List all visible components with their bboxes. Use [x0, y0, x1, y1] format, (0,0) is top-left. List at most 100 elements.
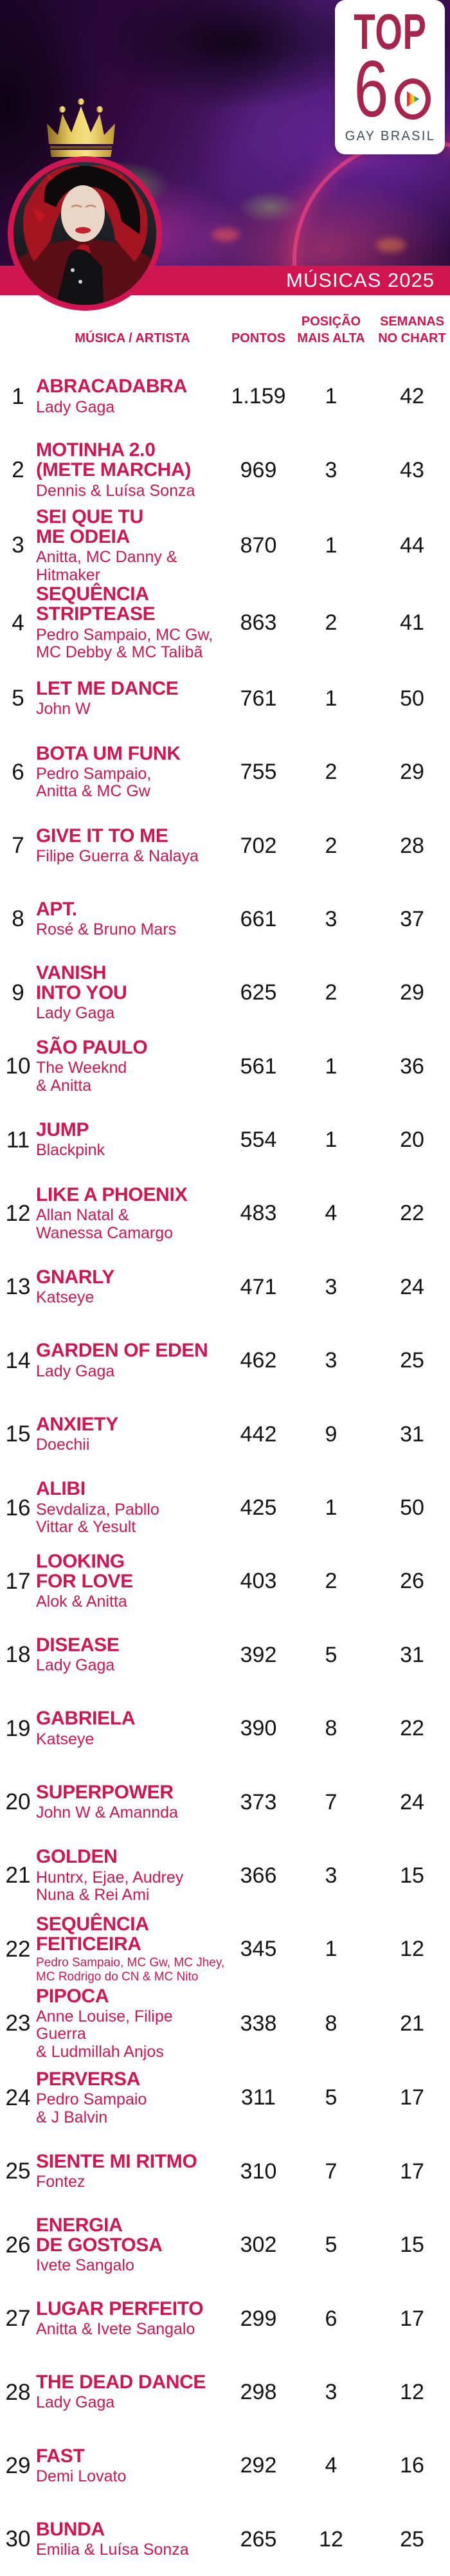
- table-row: 17 LOOKING FOR LOVE Alok & Anitta 403 2 26: [0, 1544, 450, 1618]
- weeks-on-chart: 22: [400, 1716, 424, 1741]
- song-title-line: BUNDA: [36, 2518, 105, 2540]
- weeks-on-chart: 36: [400, 1054, 424, 1079]
- weeks-on-chart: 28: [400, 833, 424, 858]
- song-title-line: FAST: [36, 2445, 85, 2467]
- points-value: 442: [240, 1421, 277, 1447]
- song-cell: PIPOCA Anne Louise, Filipe Guerra & Ludmil…: [36, 1986, 229, 2061]
- song-title-line: ALIBI: [36, 1478, 86, 1500]
- weeks-on-chart: 12: [400, 1937, 424, 1962]
- song-cell: FAST Demi Lovato: [36, 2445, 229, 2486]
- rank-number: 23: [5, 2011, 31, 2036]
- peak-position: 9: [325, 1421, 338, 1447]
- rank-number: 9: [12, 980, 24, 1005]
- rank-number: 6: [12, 759, 24, 785]
- banner-title: MÚSICAS 2025: [286, 269, 435, 291]
- artist-line: Doechii: [36, 1435, 90, 1454]
- artist-photo: [8, 156, 162, 311]
- points-value: 661: [240, 906, 277, 931]
- artist-name: Dennis & Luísa Sonza: [36, 482, 226, 500]
- weeks-on-chart: 31: [400, 1642, 424, 1667]
- song-artist-header: MÚSICA / ARTISTA: [75, 331, 190, 345]
- points-value: 969: [240, 457, 277, 482]
- logo-number-60: 6: [349, 50, 431, 129]
- artist-line: Anitta, MC Danny &: [36, 548, 177, 567]
- artist-line: John W: [36, 700, 91, 718]
- weeks-on-chart: 29: [400, 980, 424, 1005]
- song-title-line: GIVE IT TO ME: [36, 825, 168, 846]
- rank-number: 18: [5, 1642, 31, 1668]
- peak-position: 3: [325, 1863, 338, 1888]
- artist-name: Anitta, MC Danny & Hitmaker: [36, 549, 226, 584]
- song-title-line: GOLDEN: [36, 1846, 118, 1868]
- peak-position-header: POSIÇÃO MAIS ALTA: [297, 315, 365, 345]
- points-header: PONTOS: [231, 331, 286, 345]
- song-cell: BUNDA Emilia & Luísa Sonza: [36, 2519, 229, 2559]
- song-title-line: GABRIELA: [36, 1708, 136, 1730]
- weeks-on-chart: 22: [400, 1201, 424, 1226]
- song-title-line: ANXIETY: [36, 1413, 118, 1435]
- peak-position: 2: [325, 610, 338, 635]
- song-title: PERVERSA: [36, 2069, 226, 2089]
- table-row: 14 GARDEN OF EDEN Lady Gaga 462 3 25: [0, 1324, 450, 1397]
- artist-line: Anne Louise, Filipe Guerra: [36, 2007, 173, 2043]
- points-value: 373: [240, 1789, 277, 1814]
- artist-line: Huntrx, Ejae, Audrey: [36, 1868, 184, 1886]
- points-value: 338: [240, 2011, 277, 2036]
- song-title: THE DEAD DANCE: [36, 2372, 226, 2392]
- artist-name: Doechii: [36, 1436, 226, 1454]
- table-row: 11 JUMP Blackpink 554 1 20: [0, 1103, 450, 1176]
- artist-line: Anitta & Ivete Sangalo: [36, 2319, 195, 2338]
- peak-position: 5: [325, 1642, 338, 1667]
- table-row: 18 DISEASE Lady Gaga 392 5 31: [0, 1618, 450, 1692]
- song-cell: GABRIELA Katseye: [36, 1708, 229, 1748]
- artist-name: Katseye: [36, 1289, 226, 1307]
- artist-line: Pedro Sampaio, MC Gw, MC Jhey,: [36, 1956, 225, 1970]
- rank-number: 13: [5, 1274, 31, 1300]
- points-value: 302: [240, 2233, 277, 2258]
- song-cell: ABRACADABRA Lady Gaga: [36, 376, 229, 416]
- song-cell: ANXIETY Doechii: [36, 1414, 229, 1454]
- rank-number: 21: [5, 1863, 31, 1888]
- song-title: LUGAR PERFEITO: [36, 2299, 226, 2319]
- points-value: 265: [240, 2526, 277, 2552]
- peak-position: 3: [325, 2380, 338, 2404]
- song-title-line: FOR LOVE: [36, 1571, 133, 1593]
- song-cell: SEQUÊNCIA STRIPTEASE Pedro Sampaio, MC Gw,…: [36, 584, 229, 661]
- neon-glow: [212, 228, 239, 241]
- peak-position: 2: [325, 760, 338, 785]
- song-cell: MOTINHA 2.0 (METE MARCHA) Dennis & Luísa S…: [36, 440, 229, 500]
- song-title-line: SUPERPOWER: [36, 1781, 174, 1803]
- song-title-line: LIKE A PHOENIX: [36, 1183, 188, 1205]
- peak-position: 7: [325, 2159, 338, 2184]
- table-row: 26 ENERGIA DE GOSTOSA Ivete Sangalo 302 5 15: [0, 2208, 450, 2281]
- artist-line: Vittar & Yesult: [36, 1518, 136, 1537]
- song-title-line: SEQUÊNCIA: [36, 1913, 149, 1935]
- table-row: 8 APT. Rosé & Bruno Mars 661 3 37: [0, 882, 450, 956]
- artist-line: MC Debby & MC Talibã: [36, 643, 203, 662]
- points-value: 299: [240, 2306, 277, 2331]
- artist-line: Lady Gaga: [36, 1656, 115, 1675]
- weeks-on-chart: 50: [400, 1495, 424, 1521]
- song-title: ABRACADABRA: [36, 376, 226, 396]
- rank-number: 16: [5, 1495, 31, 1521]
- song-title: GNARLY: [36, 1267, 226, 1287]
- points-value: 292: [240, 2453, 277, 2478]
- song-title-line: INTO YOU: [36, 982, 127, 1004]
- weeks-on-chart: 37: [400, 906, 424, 931]
- song-title: GARDEN OF EDEN: [36, 1340, 226, 1360]
- artist-name: Katseye: [36, 1730, 226, 1749]
- rank-number: 29: [5, 2453, 31, 2478]
- artist-line: Hitmaker: [36, 565, 101, 584]
- artist-line: Lady Gaga: [36, 1362, 115, 1380]
- song-cell: LOOKING FOR LOVE Alok & Anitta: [36, 1551, 229, 1611]
- artist-name: Pedro Sampaio, MC Gw, MC Debby & MC Talib…: [36, 626, 226, 662]
- artist-name: Pedro Sampaio, Anitta & MC Gw: [36, 765, 226, 801]
- artist-line: Blackpink: [36, 1141, 105, 1160]
- song-cell: SUPERPOWER John W & Amannda: [36, 1782, 229, 1822]
- column-headers: MÚSICA / ARTISTA PONTOS POSIÇÃO MAIS ALT…: [0, 312, 450, 348]
- song-cell: APT. Rosé & Bruno Mars: [36, 899, 229, 939]
- peak-position: 3: [325, 906, 338, 931]
- song-title-line: LET ME DANCE: [36, 677, 179, 699]
- peak-position: 2: [325, 1569, 338, 1594]
- rank-number: 25: [5, 2159, 31, 2184]
